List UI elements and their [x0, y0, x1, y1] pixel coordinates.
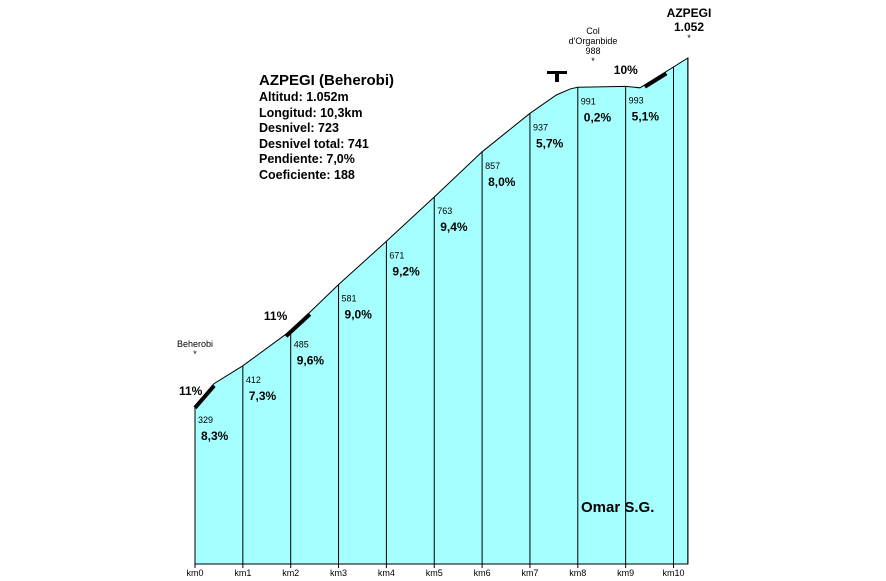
info-elevation-gain: Desnivel: 723 [259, 121, 339, 135]
km-tick-label: km4 [378, 568, 395, 578]
col-altitude: 988 [585, 46, 601, 56]
summit-name: AZPEGI [666, 6, 712, 20]
segment-start-altitude: 857 [485, 161, 500, 171]
segment-grade: 9,0% [345, 308, 373, 322]
col-line1: Col [586, 26, 600, 36]
info-avg-grade: Pendiente: 7,0% [259, 152, 355, 166]
info-total-elevation: Desnivel total: 741 [259, 136, 369, 151]
steep-section-label: 11% [179, 384, 203, 398]
segment-start-altitude: 763 [437, 206, 452, 216]
km-tick-label: km6 [474, 568, 491, 578]
start-name: Beherobi [176, 339, 214, 349]
segment-grade: 5,1% [632, 109, 660, 123]
steep-section-mark [643, 71, 668, 89]
km-tick-label: km9 [617, 568, 634, 578]
author-credit: Omar S.G. [581, 499, 655, 516]
steep-section-mark [284, 312, 312, 338]
segment-grade: 9,6% [297, 354, 325, 368]
summit-label: AZPEGI 1.052 * [651, 6, 727, 43]
km-tick-label: km2 [282, 568, 299, 578]
segment-start-altitude: 329 [198, 415, 213, 425]
steep-section-label: 11% [264, 309, 288, 323]
km-tick-label: km5 [426, 568, 443, 578]
km-tick-label: km3 [330, 568, 347, 578]
segment-start-altitude: 581 [342, 294, 357, 304]
climb-info-box: AZPEGI (Beherobi) Altitud: 1.052m Longit… [259, 71, 394, 183]
segment-grade: 8,0% [488, 175, 516, 189]
info-coefficient: Coeficiente: 188 [259, 167, 355, 182]
segment-grade: 9,4% [440, 220, 468, 234]
segment-start-altitude: 485 [294, 340, 309, 350]
start-label: Beherobi * [160, 339, 230, 359]
km-tick-label: km0 [186, 568, 203, 578]
segment-grade: 9,2% [392, 264, 420, 278]
summit-mark: * [687, 33, 691, 43]
steep-section-label: 10% [614, 63, 638, 77]
col-signpost-icon [547, 71, 567, 82]
segment-start-altitude: 993 [629, 95, 644, 105]
segment-start-altitude: 671 [389, 250, 404, 260]
col-label: Col d'Organbide 988 * [553, 26, 633, 66]
col-mark: * [591, 56, 595, 66]
segment-grade: 0,2% [584, 110, 612, 124]
info-altitude: Altitud: 1.052m [259, 90, 349, 104]
km-tick-label: km1 [234, 568, 251, 578]
km-tick-label: km8 [569, 568, 586, 578]
segment-start-altitude: 412 [246, 375, 261, 385]
col-line2: d'Organbide [568, 36, 618, 46]
segment-grade: 7,3% [249, 389, 277, 403]
segment-start-altitude: 991 [581, 96, 596, 106]
km-tick-label: km7 [521, 568, 538, 578]
steep-section-mark [193, 384, 216, 410]
info-length: Longitud: 10,3km [259, 105, 363, 120]
start-mark: * [193, 349, 197, 359]
segment-grade: 5,7% [536, 136, 564, 150]
summit-altitude: 1.052 [673, 20, 705, 34]
km-tick-label: km10 [662, 568, 684, 578]
segment-start-altitude: 937 [533, 122, 548, 132]
segment-grade: 8,3% [201, 429, 229, 443]
climb-title: AZPEGI (Beherobi) [259, 72, 395, 89]
